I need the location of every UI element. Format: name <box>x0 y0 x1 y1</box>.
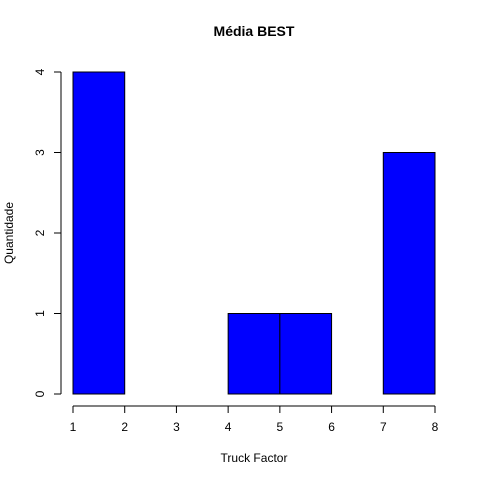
chart-title: Média BEST <box>214 23 295 39</box>
x-tick-label-4: 4 <box>225 420 232 434</box>
bar-1-2 <box>72 71 126 395</box>
bar-4-5 <box>227 313 281 395</box>
y-tick-label-2: 2 <box>33 229 47 236</box>
bar-5-6 <box>279 313 333 395</box>
x-tick-label-5: 5 <box>277 420 284 434</box>
x-axis-label: Truck Factor <box>221 451 288 465</box>
x-axis: 1 2 3 4 5 6 7 8 <box>70 405 439 434</box>
x-tick-label-7: 7 <box>380 420 387 434</box>
y-axis: 0 1 2 3 4 <box>33 68 62 397</box>
y-tick-label-3: 3 <box>33 149 47 156</box>
x-tick-label-3: 3 <box>173 420 180 434</box>
x-tick-label-1: 1 <box>70 420 77 434</box>
x-tick-label-6: 6 <box>328 420 335 434</box>
y-tick-label-0: 0 <box>33 390 47 397</box>
x-tick-label-2: 2 <box>121 420 128 434</box>
bars-group <box>72 71 436 395</box>
bar-7-8 <box>382 152 436 395</box>
y-axis-label: Quantidade <box>2 202 16 264</box>
y-tick-label-1: 1 <box>33 310 47 317</box>
x-tick-label-8: 8 <box>432 420 439 434</box>
y-tick-label-4: 4 <box>33 68 47 75</box>
